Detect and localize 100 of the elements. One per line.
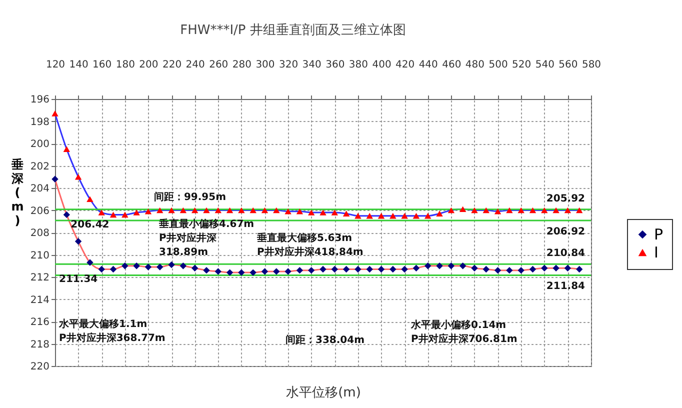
- point: [273, 207, 280, 214]
- point: [436, 210, 443, 216]
- point: [529, 207, 536, 214]
- x-tick-label: 420: [396, 60, 415, 70]
- point: [354, 212, 362, 219]
- y-tick-label: 198: [30, 116, 50, 128]
- x-tick-label: 460: [442, 60, 462, 70]
- point: [156, 207, 164, 214]
- annotation: 垂直最大偏移5.63m P井对应井深418.84m: [256, 232, 364, 258]
- chart-title: FHW***I/P 井组垂直剖面及三维立体图: [180, 22, 406, 38]
- point: [320, 266, 326, 273]
- point: [214, 268, 222, 275]
- point: [436, 262, 443, 270]
- annotation: 211.34: [59, 274, 98, 286]
- point: [203, 266, 210, 274]
- point: [180, 262, 187, 270]
- legend-label: P: [654, 226, 664, 244]
- point: [459, 262, 466, 270]
- x-tick-label: 280: [232, 60, 252, 70]
- y-tick-label: 196: [30, 94, 50, 106]
- x-tick-label: 140: [69, 60, 88, 70]
- point: [284, 268, 292, 275]
- point: [331, 266, 338, 273]
- annotation: 垂直最小偏移4.67m P井对应井深 318.89m: [158, 218, 254, 258]
- y-tick-label: 212: [30, 272, 50, 284]
- point: [494, 208, 502, 214]
- point: [471, 207, 478, 214]
- annotation: 间距：338.04m: [285, 334, 365, 346]
- y-axis-title: 垂深(m): [10, 158, 24, 228]
- point: [471, 264, 478, 272]
- point: [110, 266, 117, 273]
- point: [354, 266, 362, 273]
- point: [133, 210, 140, 216]
- annotation: 206.42: [70, 220, 110, 231]
- ref-line-label: 210.84: [546, 248, 586, 260]
- point: [564, 264, 572, 272]
- point: [342, 210, 350, 216]
- point: [168, 261, 175, 268]
- legend-label: I: [654, 244, 658, 262]
- y-tick-label: 216: [30, 317, 50, 328]
- point: [308, 210, 315, 216]
- point: [296, 266, 304, 274]
- point: [541, 264, 548, 272]
- point: [74, 238, 82, 245]
- ref-line-label: 206.92: [546, 226, 586, 238]
- y-tick-label: 218: [30, 339, 50, 350]
- point: [144, 208, 152, 214]
- x-tick-label: 320: [278, 60, 298, 70]
- x-tick-label: 260: [209, 60, 228, 70]
- point: [133, 262, 140, 270]
- point: [122, 212, 128, 218]
- point: [518, 266, 524, 274]
- point: [250, 269, 256, 276]
- y-tick-label: 208: [30, 228, 50, 239]
- point: [296, 208, 304, 214]
- point: [401, 212, 408, 219]
- x-tick-label: 500: [488, 60, 508, 70]
- point: [390, 212, 396, 219]
- point: [331, 210, 338, 216]
- point: [564, 207, 572, 214]
- x-tick-label: 540: [535, 60, 554, 70]
- x-tick-label: 160: [92, 60, 112, 70]
- point: [482, 266, 490, 273]
- point: [250, 207, 256, 214]
- point: [320, 210, 326, 216]
- y-tick-label: 220: [30, 362, 50, 372]
- x-tick-label: 440: [418, 60, 438, 70]
- point: [238, 207, 245, 214]
- point: [273, 268, 280, 275]
- x-tick-label: 300: [256, 60, 275, 70]
- x-tick-label: 480: [465, 60, 485, 70]
- point: [191, 264, 198, 272]
- x-tick-label: 240: [186, 60, 205, 70]
- point: [98, 266, 105, 273]
- point: [156, 264, 164, 270]
- point: [86, 259, 94, 266]
- point: [494, 266, 502, 274]
- x-tick-label: 220: [162, 60, 182, 70]
- point: [261, 207, 268, 214]
- point: [552, 264, 560, 272]
- point: [506, 207, 513, 214]
- point: [552, 207, 560, 214]
- point: [448, 207, 455, 214]
- point: [214, 207, 222, 214]
- point: [366, 266, 373, 273]
- point: [541, 207, 548, 214]
- point: [412, 264, 420, 272]
- ref-line-label: 205.92: [546, 193, 586, 204]
- point: [518, 207, 524, 214]
- point: [576, 207, 583, 214]
- point: [390, 266, 396, 273]
- point: [226, 269, 234, 276]
- x-tick-label: 200: [139, 60, 158, 70]
- x-tick-label: 560: [558, 60, 578, 70]
- point: [401, 266, 408, 273]
- x-axis-title: 水平位移(m): [286, 386, 361, 400]
- annotation: 水平最小偏移0.14m P井对应井深706.81m: [410, 319, 518, 345]
- x-tick-label: 360: [326, 60, 345, 70]
- point: [63, 211, 70, 218]
- point: [482, 207, 490, 214]
